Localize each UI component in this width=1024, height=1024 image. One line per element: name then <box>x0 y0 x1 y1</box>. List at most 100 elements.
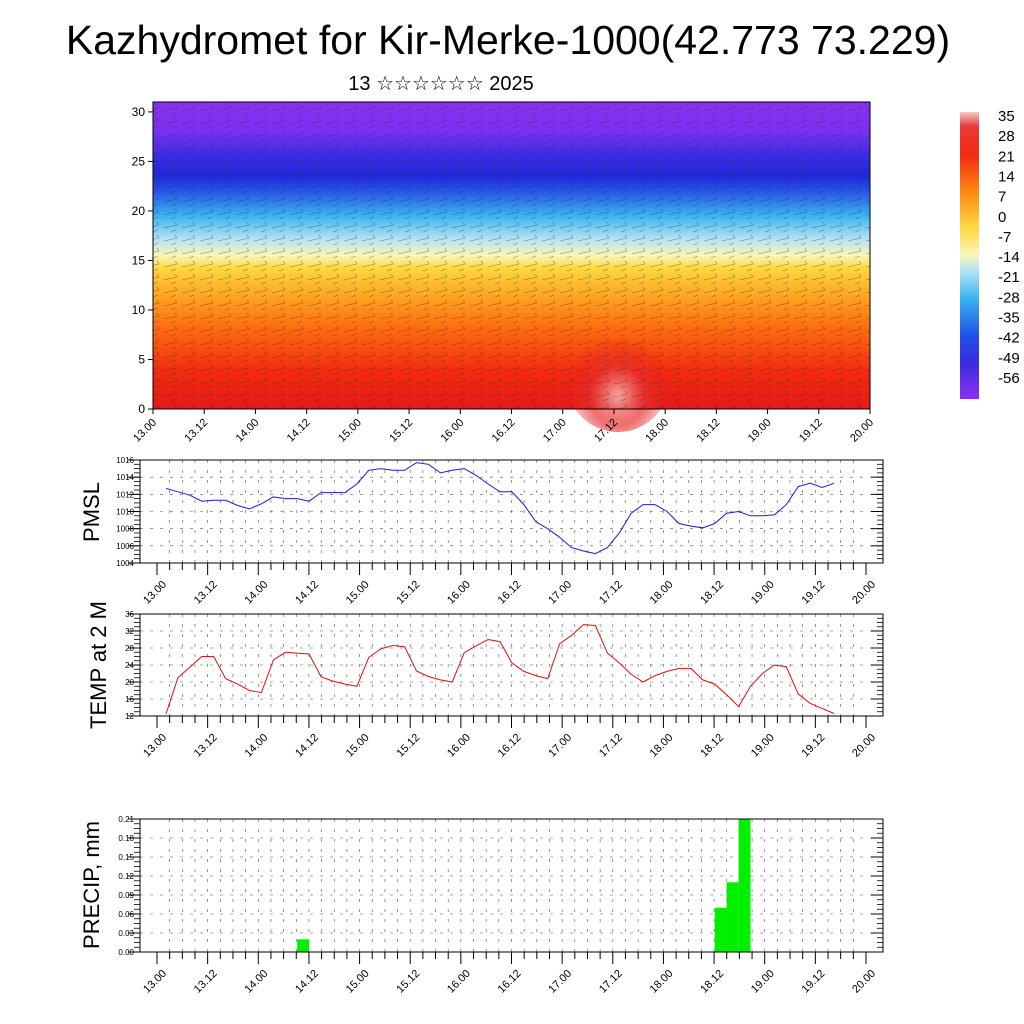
precip-bar <box>297 939 310 952</box>
x-tick-label: 15.12 <box>394 732 422 760</box>
y-tick-label: 1014 <box>116 473 134 482</box>
x-tick-label: 19.00 <box>746 417 774 445</box>
wind-barbs <box>153 102 870 409</box>
x-tick-label: 15.00 <box>336 417 364 445</box>
cross-section-panel: 0 5 10 15 20 25 30 13.00 13.12 14.00 14.12 15.00 15… <box>131 101 876 445</box>
x-tick-label: 13.12 <box>192 579 220 607</box>
x-tick-label: 14.12 <box>285 417 313 445</box>
chart-title: Kazhydromet for Kir-Merke-1000(42.773 73… <box>65 17 951 63</box>
y-tick-label: 10 <box>132 303 146 317</box>
temp-x-axis: 13.00 13.12 14.00 14.12 15.00 15.12 16.00 16.12… <box>141 716 878 760</box>
y-tick-label: 0.15 <box>118 853 134 862</box>
pmsl-ylabel: PMSL <box>79 482 104 542</box>
x-tick-label: 17.00 <box>546 579 574 607</box>
chart-subtitle: 13 ☆☆☆☆☆☆ 2025 <box>348 73 534 95</box>
x-tick-label: 17.12 <box>597 968 625 996</box>
precip-bars <box>297 819 751 952</box>
precip-bar <box>726 882 739 952</box>
x-tick-label: 15.00 <box>344 968 372 996</box>
cross-section-y-axis: 0 5 10 15 20 25 30 <box>132 105 153 416</box>
x-tick-label: 13.12 <box>182 417 210 445</box>
cross-section-x-axis: 13.00 13.12 14.00 14.12 15.00 15.12 16.00 16.12… <box>131 409 876 445</box>
x-tick-label: 19.12 <box>800 579 828 607</box>
y-tick-label: 20 <box>125 678 134 687</box>
precip-x-axis: 13.00 13.12 14.00 14.12 15.00 15.12 16.00 16.12… <box>141 952 878 996</box>
x-tick-label: 17.12 <box>597 579 625 607</box>
y-tick-label: 0.12 <box>118 872 134 881</box>
pmsl-x-axis: 13.00 13.12 14.00 14.12 15.00 15.12 16.00 16.12… <box>141 563 878 607</box>
temp-panel: 12 16 20 24 28 32 36 13.00 13.12 14.00 14.12 15.00… <box>86 601 884 760</box>
x-tick-label: 14.12 <box>293 732 321 760</box>
y-tick-label: 25 <box>132 154 146 168</box>
temp-ylabel: TEMP at 2 M <box>86 601 111 729</box>
pmsl-line <box>165 462 835 555</box>
colorbar-label: -7 <box>998 229 1011 246</box>
x-tick-label: 19.00 <box>749 579 777 607</box>
x-tick-label: 14.00 <box>234 417 262 445</box>
x-tick-label: 18.12 <box>698 968 726 996</box>
x-tick-label: 20.00 <box>850 968 878 996</box>
x-tick-label: 16.00 <box>445 732 473 760</box>
y-tick-label: 20 <box>132 204 146 218</box>
colorbar-label: -21 <box>998 269 1020 286</box>
pmsl-grid <box>140 459 883 564</box>
x-tick-label: 13.00 <box>141 968 169 996</box>
y-tick-label: 0 <box>138 402 145 416</box>
y-tick-label: 28 <box>125 644 134 653</box>
x-tick-label: 16.12 <box>496 579 524 607</box>
colorbar-label: 14 <box>998 168 1015 185</box>
colorbar-scale <box>960 112 979 399</box>
y-tick-label: 0.21 <box>118 815 134 824</box>
y-tick-label: 0.03 <box>118 929 134 938</box>
colorbar-label: 7 <box>998 189 1006 206</box>
x-tick-label: 14.00 <box>242 732 270 760</box>
colorbar-label: -56 <box>998 370 1020 387</box>
y-tick-label: 1012 <box>116 490 134 499</box>
y-tick-label: 15 <box>132 253 146 267</box>
x-tick-label: 13.00 <box>141 732 169 760</box>
colorbar-label: -14 <box>998 249 1020 266</box>
x-tick-label: 13.12 <box>192 968 220 996</box>
y-tick-label: 32 <box>125 627 134 636</box>
x-tick-label: 13.00 <box>141 579 169 607</box>
x-tick-label: 19.00 <box>749 732 777 760</box>
y-tick-label: 1010 <box>116 508 134 517</box>
temperature-line <box>165 624 835 715</box>
x-tick-label: 20.00 <box>850 732 878 760</box>
x-tick-label: 18.12 <box>698 579 726 607</box>
x-tick-label: 14.12 <box>293 579 321 607</box>
x-tick-label: 19.12 <box>800 968 828 996</box>
x-tick-label: 15.00 <box>344 732 372 760</box>
y-tick-label: 0.09 <box>118 891 134 900</box>
y-tick-label: 1016 <box>116 456 134 465</box>
y-tick-label: 1006 <box>116 542 134 551</box>
x-tick-label: 18.12 <box>698 732 726 760</box>
y-tick-label: 5 <box>138 352 145 366</box>
x-tick-label: 14.12 <box>293 968 321 996</box>
temp-y-axis: 12 16 20 24 28 32 36 <box>125 610 883 721</box>
x-tick-label: 18.00 <box>648 579 676 607</box>
x-tick-label: 13.12 <box>192 732 220 760</box>
precip-panel: 0.000.030.060.090.120.150.180.21 13.00 13… <box>79 815 884 996</box>
colorbar-labels: 35 28 21 14 7 0 -7 -14 -21 -28 -35 -42 -49 -56 <box>998 108 1020 387</box>
colorbar-label: -42 <box>998 330 1020 347</box>
x-tick-label: 18.00 <box>648 732 676 760</box>
pmsl-y-axis: 1004 1006 1008 1010 1012 1014 1016 <box>116 456 883 568</box>
x-tick-label: 15.12 <box>387 417 415 445</box>
colorbar-label: -49 <box>998 350 1020 367</box>
x-tick-label: 19.12 <box>800 732 828 760</box>
temp-grid <box>140 613 883 717</box>
x-tick-label: 16.00 <box>445 579 473 607</box>
y-tick-label: 12 <box>125 712 134 721</box>
y-tick-label: 0.00 <box>118 948 134 957</box>
x-tick-label: 15.00 <box>344 579 372 607</box>
x-tick-label: 16.12 <box>496 732 524 760</box>
x-tick-label: 16.12 <box>490 417 518 445</box>
x-tick-label: 18.00 <box>648 968 676 996</box>
x-tick-label: 14.00 <box>242 968 270 996</box>
colorbar: 35 28 21 14 7 0 -7 -14 -21 -28 -35 -42 -49 -56 <box>960 108 1020 399</box>
x-tick-label: 17.00 <box>541 417 569 445</box>
y-tick-label: 30 <box>132 105 146 119</box>
